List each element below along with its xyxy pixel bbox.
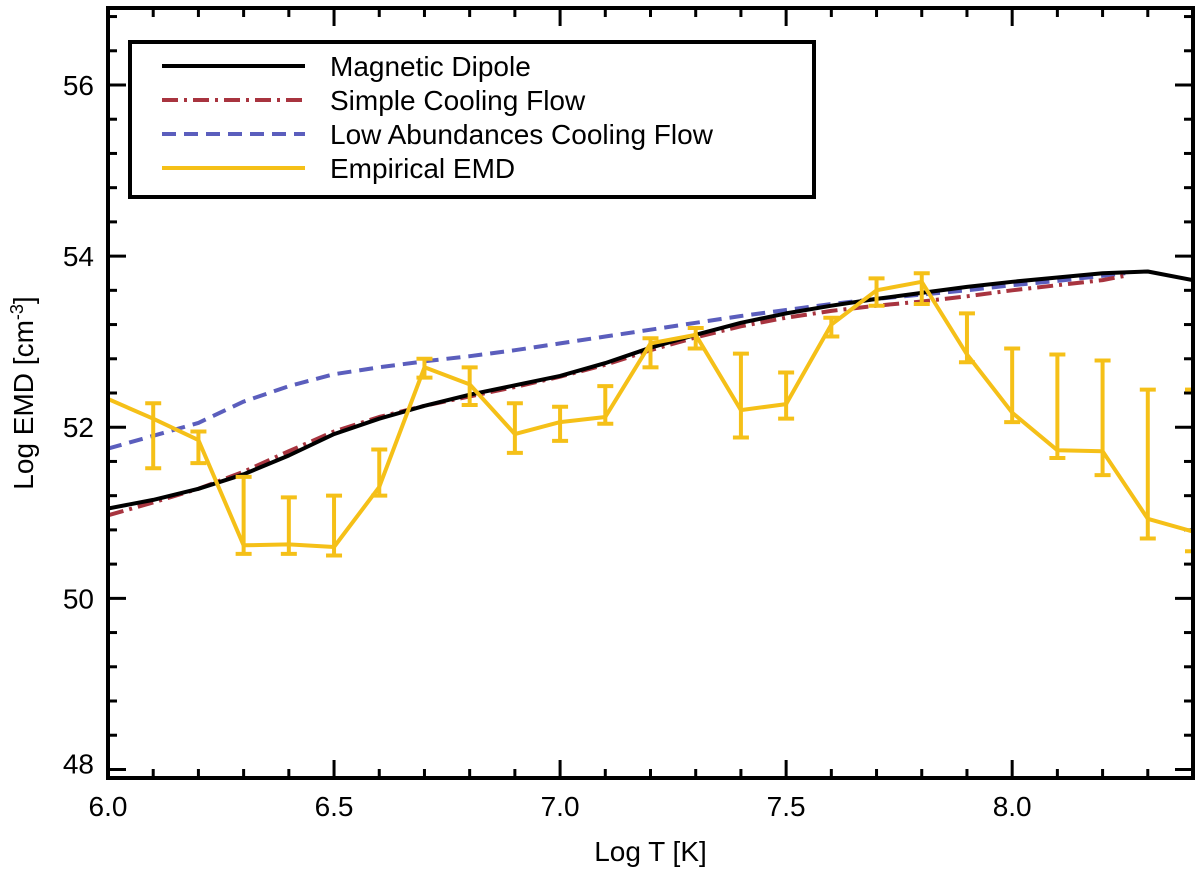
plot-frame: [106, 6, 1195, 780]
y-tick-label: 54: [63, 241, 94, 272]
legend-label-low-abundances-cooling-flow: Low Abundances Cooling Flow: [330, 119, 714, 150]
x-tick-label: 8.0: [993, 791, 1032, 822]
x-tick-label: 7.5: [767, 791, 806, 822]
y-tick-label: 50: [63, 583, 94, 614]
x-tick-label: 6.5: [315, 791, 354, 822]
y-tick-label: 48: [63, 748, 94, 779]
legend-label-magnetic-dipole: Magnetic Dipole: [330, 51, 531, 82]
y-axis-label: Log EMD [cm-3]: [7, 296, 39, 489]
y-tick-label: 52: [63, 412, 94, 443]
series-layer: [108, 269, 1193, 558]
y-tick-label: 56: [63, 70, 94, 101]
series-line: [108, 269, 1193, 511]
series-empirical-emd: [108, 271, 1193, 558]
legend-label-simple-cooling-flow: Simple Cooling Flow: [330, 85, 586, 116]
x-axis-label: Log T [K]: [594, 836, 707, 867]
legend-label-empirical-emd: Empirical EMD: [330, 153, 515, 184]
x-tick-label: 7.0: [541, 791, 580, 822]
series-magnetic-dipole: [108, 269, 1193, 511]
y-axis-label-superscript: -3: [7, 304, 27, 320]
series-line: [108, 271, 1126, 451]
y-axis-label-end: ]: [8, 296, 39, 304]
y-axis-label-main: Log EMD [cm: [8, 320, 39, 490]
legend: Magnetic Dipole Simple Cooling Flow Low …: [128, 40, 816, 199]
x-tick-label: 6.0: [89, 791, 128, 822]
series-line: [108, 279, 1193, 549]
tick-labels: 6.0 6.5 7.0 7.5 8.0 48 50 52 54 56: [63, 70, 1032, 822]
plot-area: [108, 8, 1193, 778]
